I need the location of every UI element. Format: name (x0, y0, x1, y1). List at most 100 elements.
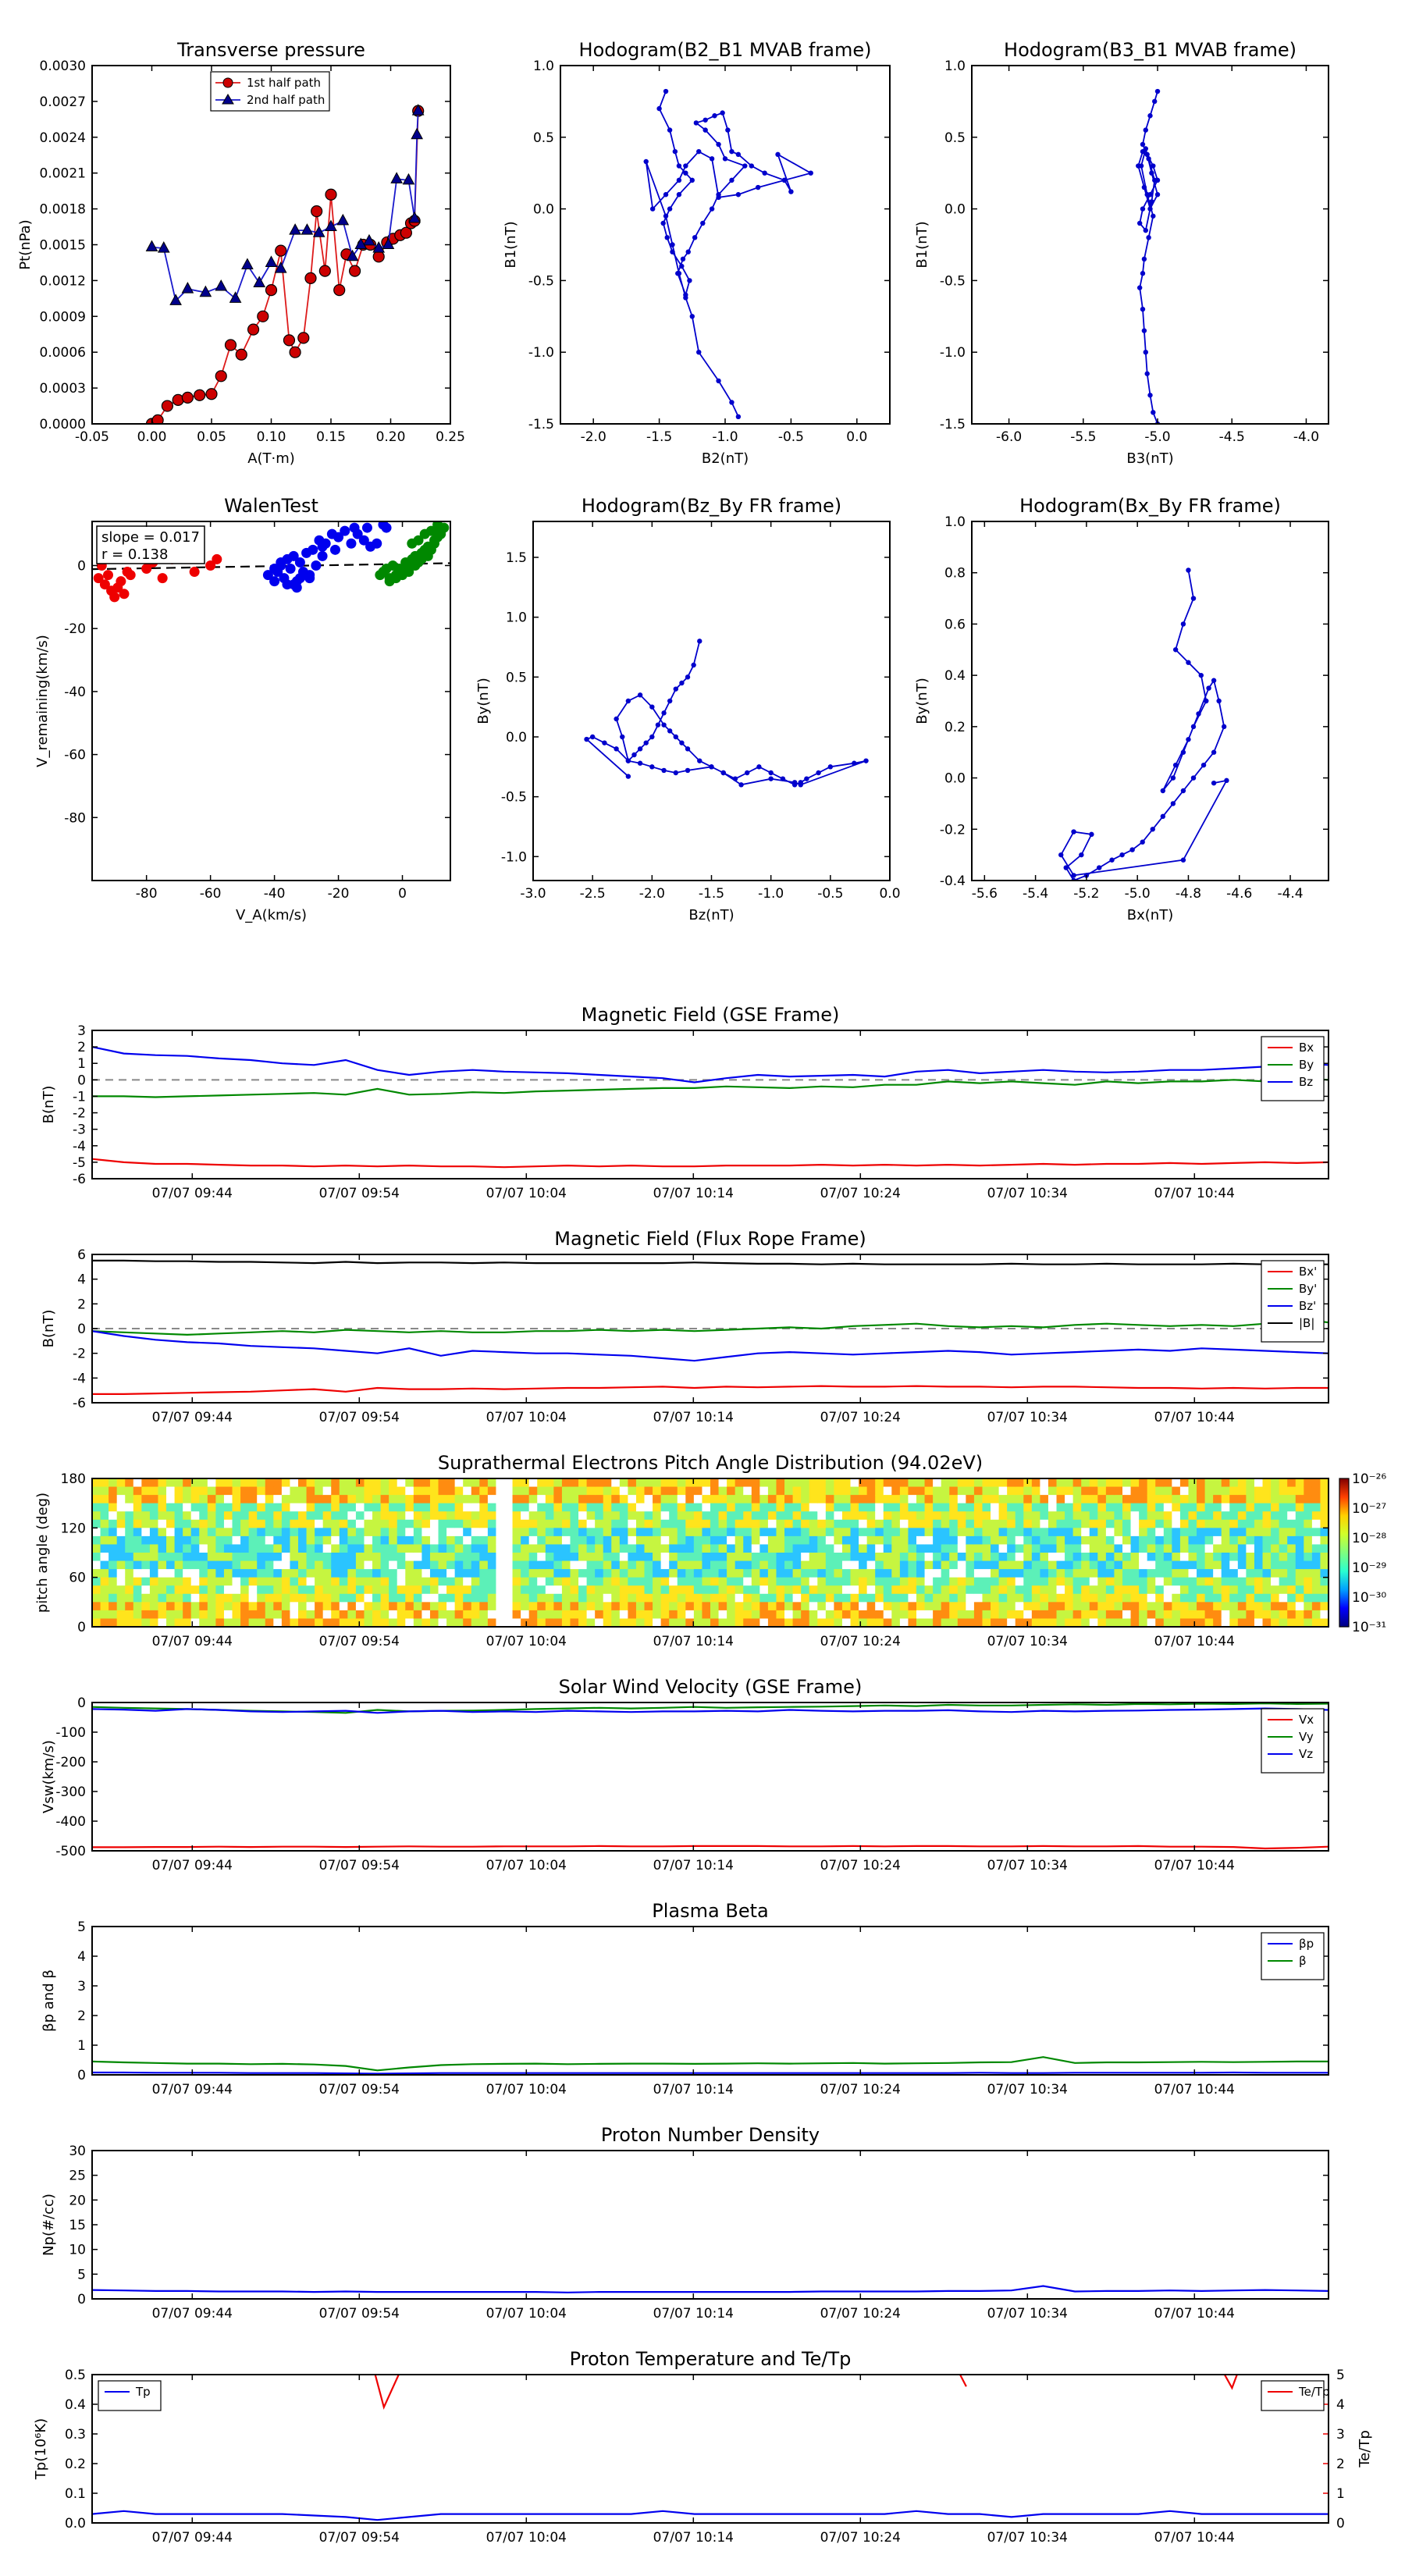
heatmap-cell (479, 1569, 489, 1578)
heatmap-cell (603, 1593, 612, 1603)
heatmap-cell (372, 1511, 382, 1521)
heatmap-cell (422, 1544, 431, 1553)
data-point (1143, 350, 1148, 355)
heatmap-cell (1279, 1560, 1288, 1570)
heatmap-cell (1271, 1585, 1280, 1595)
heatmap-cell (1139, 1569, 1148, 1578)
heatmap-cell (454, 1511, 464, 1521)
chart-title: Hodogram(Bx_By FR frame) (1019, 495, 1281, 517)
heatmap-cell (1031, 1528, 1040, 1537)
heatmap-cell (133, 1569, 142, 1578)
heatmap-cell (1139, 1585, 1148, 1595)
heatmap-cell (265, 1618, 274, 1628)
heatmap-cell (1304, 1602, 1313, 1611)
heatmap-cell (850, 1486, 859, 1496)
heatmap-cell (1246, 1511, 1255, 1521)
heatmap-cell (1139, 1528, 1148, 1537)
heatmap-cell (422, 1478, 431, 1488)
heatmap-cell (817, 1569, 827, 1578)
heatmap-cell (183, 1519, 192, 1528)
heatmap-cell (463, 1577, 472, 1586)
heatmap-cell (199, 1478, 208, 1488)
heatmap-cell (1139, 1486, 1148, 1496)
heatmap-cell (1023, 1569, 1033, 1578)
heatmap-cell (355, 1495, 365, 1504)
heatmap-cell (685, 1535, 695, 1546)
heatmap-cell (1155, 1503, 1165, 1512)
heatmap-cell (1105, 1486, 1115, 1496)
heatmap-cell (1130, 1610, 1140, 1620)
series-line (92, 1046, 1329, 1083)
heatmap-cell (899, 1544, 909, 1553)
y-tick-label: 0.6 (944, 617, 966, 632)
heatmap-cell (537, 1519, 546, 1528)
x-tick-label: 07/07 09:44 (152, 1858, 233, 1873)
heatmap-cell (792, 1577, 802, 1586)
heatmap-cell (223, 1535, 233, 1546)
heatmap-cell (158, 1553, 167, 1562)
data-point (317, 550, 328, 561)
heatmap-cell (1172, 1503, 1181, 1512)
heatmap-cell (1114, 1528, 1123, 1537)
heatmap-cell (1031, 1585, 1040, 1595)
heatmap-cell (265, 1535, 274, 1546)
heatmap-cell (966, 1528, 975, 1537)
heatmap-cell (1262, 1553, 1272, 1562)
heatmap-cell (727, 1535, 736, 1546)
heatmap-cell (933, 1535, 942, 1546)
heatmap-cell (767, 1503, 777, 1512)
heatmap-cell (429, 1602, 439, 1611)
heatmap-cell (735, 1544, 744, 1553)
heatmap-cell (1246, 1569, 1255, 1578)
heatmap-cell (133, 1478, 142, 1488)
heatmap-cell (1048, 1544, 1058, 1553)
heatmap-cell (1040, 1544, 1049, 1553)
heatmap-cell (413, 1560, 422, 1570)
heatmap-cell (322, 1593, 332, 1603)
heatmap-cell (924, 1569, 934, 1578)
heatmap-cell (727, 1585, 736, 1595)
data-point (716, 141, 721, 148)
data-point (683, 170, 688, 176)
legend-marker (222, 77, 233, 88)
heatmap-cell (595, 1495, 604, 1504)
heatmap-cell (471, 1478, 480, 1488)
heatmap-cell (776, 1602, 785, 1611)
heatmap-cell (504, 1544, 514, 1553)
heatmap-cell (635, 1495, 646, 1504)
heatmap-cell (479, 1528, 489, 1537)
heatmap-cell (1246, 1553, 1255, 1562)
heatmap-cell (825, 1553, 834, 1562)
heatmap-cell (998, 1511, 1008, 1521)
heatmap-cell (859, 1486, 868, 1496)
heatmap-cell (422, 1593, 431, 1603)
data-point (702, 117, 708, 123)
heatmap-cell (635, 1560, 646, 1570)
heatmap-cell (1130, 1569, 1140, 1578)
heatmap-cell (611, 1503, 621, 1512)
heatmap-cell (183, 1553, 192, 1562)
heatmap-cell (834, 1610, 843, 1620)
heatmap-cell (389, 1602, 398, 1611)
heatmap-cell (635, 1528, 646, 1537)
heatmap-cell (380, 1528, 389, 1537)
heatmap-cell (1172, 1486, 1181, 1496)
heatmap-cell (528, 1544, 538, 1553)
heatmap-cell (891, 1544, 901, 1553)
heatmap-cell (207, 1602, 216, 1611)
heatmap-cell (809, 1610, 818, 1620)
heatmap-cell (784, 1544, 794, 1553)
data-point (788, 189, 794, 194)
data-point (411, 104, 425, 116)
heatmap-cell (1089, 1585, 1098, 1595)
heatmap-cell (232, 1495, 241, 1504)
heatmap-cell (232, 1553, 241, 1562)
heatmap-cell (677, 1602, 686, 1611)
heatmap-cell (1221, 1585, 1230, 1595)
heatmap-cell (471, 1577, 480, 1586)
x-tick-label: 07/07 10:14 (653, 1858, 734, 1873)
heatmap-cell (1279, 1519, 1288, 1528)
heatmap-cell (166, 1569, 176, 1578)
heatmap-cell (570, 1560, 579, 1570)
